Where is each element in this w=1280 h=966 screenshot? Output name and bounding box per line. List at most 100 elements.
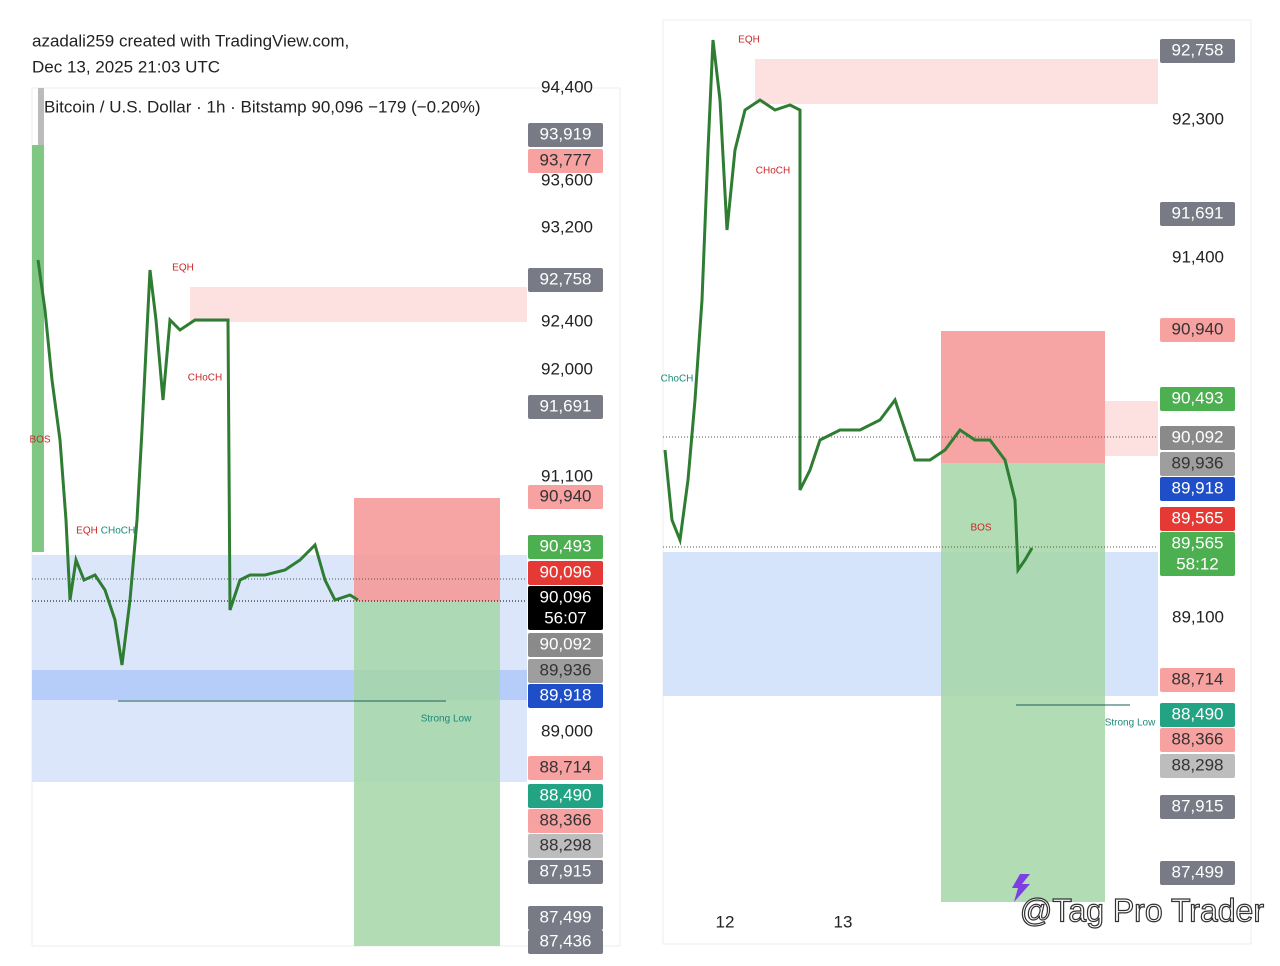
price-tag [528, 906, 603, 930]
price-tag-label: 88,714 [1172, 669, 1224, 688]
price-tag [1160, 507, 1235, 531]
price-tag [528, 633, 603, 657]
supply-zone [190, 287, 527, 322]
price-tag [528, 756, 603, 780]
price-tag-label: 90,096 [540, 562, 592, 581]
price-tag-label: 89,565 [1172, 533, 1224, 552]
axis-label: 92,000 [541, 359, 593, 378]
axis-label: 89,000 [541, 721, 593, 740]
price-tag [1160, 477, 1235, 501]
price-tag [528, 485, 603, 509]
price-tag-label: 90,940 [1172, 319, 1224, 338]
price-tag-label: 87,499 [540, 907, 592, 926]
price-tag [528, 784, 603, 808]
price-tag [1160, 668, 1235, 692]
price-tag [1160, 795, 1235, 819]
axis-label: 92,300 [1172, 109, 1224, 128]
price-tag-label: 89,936 [540, 660, 592, 679]
price-tag [1160, 39, 1235, 63]
price-tag-label: 87,915 [1172, 796, 1224, 815]
price-tag [528, 149, 603, 173]
price-tag [1160, 532, 1235, 576]
annotation: BOS [970, 523, 991, 534]
axis-label: 91,100 [541, 466, 593, 485]
price-tag-label: 93,919 [540, 124, 592, 143]
price-tag-label: 87,436 [540, 931, 592, 950]
price-tag-label: 88,490 [1172, 704, 1224, 723]
annotation: CHoCH [188, 373, 222, 384]
price-tag [1160, 728, 1235, 752]
price-tag [528, 684, 603, 708]
annotation: Strong Low [421, 714, 472, 725]
price-tag-label: 90,092 [540, 634, 592, 653]
annotation: CHoCH [756, 166, 790, 177]
annotation: EQH [172, 263, 194, 274]
panel [31, 87, 621, 947]
price-tag-label: 91,691 [1172, 203, 1224, 222]
price-tag [528, 535, 603, 559]
left-chart [31, 87, 621, 947]
annotation: EQH [76, 526, 98, 537]
price-tag-label: 93,777 [540, 150, 592, 169]
right-chart [662, 19, 1252, 945]
price-tag-label: 90,096 [540, 587, 592, 606]
annotation: CHoCH [101, 526, 135, 537]
price-tag-label: 90,493 [1172, 388, 1224, 407]
price-tag [528, 561, 603, 585]
supply-zone [755, 59, 1158, 104]
price-tag [528, 809, 603, 833]
price-tag [528, 930, 603, 954]
price-tag-label: 90,092 [1172, 427, 1224, 446]
time-label: 12 [716, 912, 735, 931]
price-tag [1160, 202, 1235, 226]
zone [38, 88, 44, 145]
price-tag-label: 91,691 [540, 396, 592, 415]
symbol: Bitcoin / U.S. Dollar · 1h · Bitstamp 90… [44, 97, 481, 116]
price-tag-label: 88,298 [540, 835, 592, 854]
watermark: @Tag Pro Trader [1020, 892, 1264, 928]
price-tag [528, 586, 603, 630]
price-tag-label: 87,499 [1172, 862, 1224, 881]
price-tag-timer: 56:07 [544, 608, 587, 627]
axis-label: 91,400 [1172, 247, 1224, 266]
price-tag-label: 88,490 [540, 785, 592, 804]
target-box [941, 463, 1105, 902]
price-tag-label: 89,918 [1172, 478, 1224, 497]
axis-label: 94,400 [541, 77, 593, 96]
price-tag [1160, 703, 1235, 727]
price-tag-label: 92,758 [1172, 40, 1224, 59]
price-tag [528, 860, 603, 884]
annotation: BOS [29, 435, 50, 446]
date: Dec 13, 2025 21:03 UTC [32, 57, 220, 76]
price-tag [1160, 452, 1235, 476]
annotation: Strong Low [1105, 718, 1156, 729]
price-tag [1160, 387, 1235, 411]
price-tag-label: 90,940 [540, 486, 592, 505]
watermark-icon [1012, 874, 1030, 902]
stop-box [941, 331, 1105, 463]
stop-box [354, 498, 500, 601]
axis-label: 93,600 [541, 170, 593, 189]
price-tag [1160, 754, 1235, 778]
price-tag-label: 88,366 [1172, 729, 1224, 748]
zone [32, 145, 44, 552]
price-tag-label: 89,936 [1172, 453, 1224, 472]
price-path [663, 39, 1034, 575]
price-tag-label: 90,493 [540, 536, 592, 555]
annotation: ChoCH [661, 374, 694, 385]
axis-label: 89,100 [1172, 607, 1224, 626]
price-tag [528, 123, 603, 147]
price-tag-label: 88,714 [540, 757, 592, 776]
price-tag [1160, 318, 1235, 342]
price-tag-label: 92,758 [540, 269, 592, 288]
time-label: 13 [834, 912, 853, 931]
annotation: EQH [738, 35, 760, 46]
price-tag [528, 395, 603, 419]
price-tag [528, 659, 603, 683]
axis-label: 93,200 [541, 217, 593, 236]
price-tag-label: 87,915 [540, 861, 592, 880]
price-tag [528, 268, 603, 292]
price-tag-label: 89,918 [540, 685, 592, 704]
price-tag [1160, 426, 1235, 450]
